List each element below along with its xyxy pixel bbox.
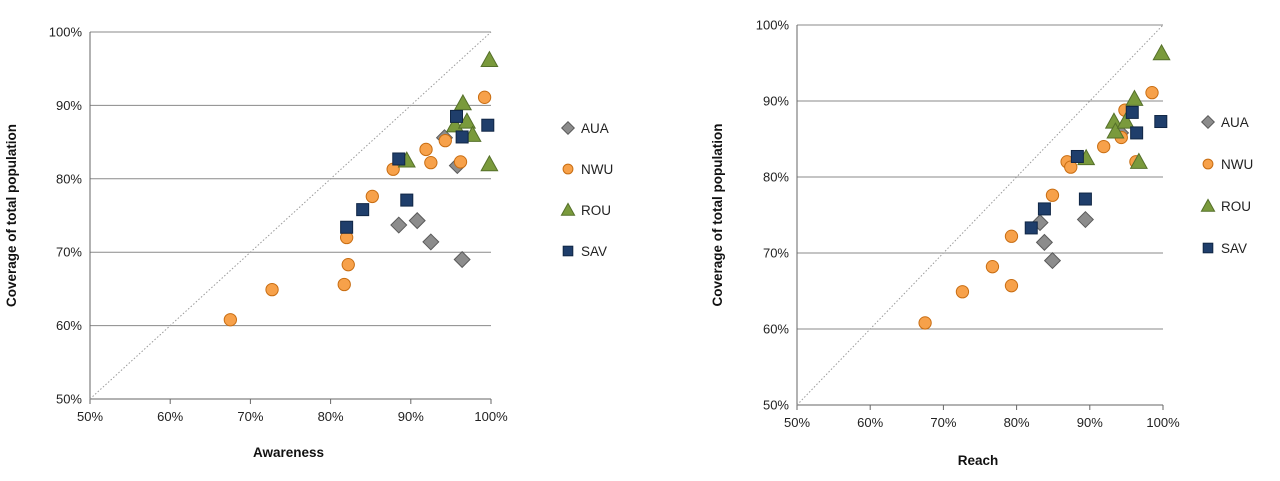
data-point-sav [1130, 126, 1144, 140]
legend-label-sav: SAV [581, 244, 607, 259]
data-point-nwu [438, 133, 452, 148]
data-point-sav [356, 203, 370, 217]
data-point-rou [1129, 152, 1148, 169]
x-tick-label: 50% [77, 409, 103, 424]
y-tick-label: 100% [49, 25, 83, 40]
legend-label-rou: ROU [1221, 199, 1251, 214]
data-point-rou [480, 154, 499, 172]
legend-marker-aua [560, 120, 576, 136]
data-point-aua [1035, 233, 1053, 251]
x-tick-label: 100% [474, 409, 508, 424]
data-point-aua [453, 250, 471, 269]
x-axis-title: Awareness [253, 445, 324, 460]
data-point-nwu [1004, 279, 1019, 293]
data-point-sav [1125, 105, 1139, 119]
data-point-sav [1070, 149, 1084, 163]
chart-2: 50% 60% 70% 80% 90% 100% 50% 60% 70% 80% 90% 100% Re… [710, 18, 1253, 469]
data-point-nwu [955, 285, 970, 299]
data-point-nwu [1064, 160, 1078, 174]
legend-marker-sav [1202, 242, 1214, 254]
data-point-sav [400, 193, 414, 207]
x-tick-label: 90% [1077, 415, 1103, 430]
data-point-nwu [1097, 139, 1111, 154]
data-point-rou [1152, 43, 1171, 61]
legend-marker-rou [1200, 198, 1216, 212]
data-point-aua [390, 216, 408, 234]
data-point-sav [340, 220, 354, 234]
data-point-nwu [337, 277, 351, 292]
diagonal-reference-line [89, 31, 492, 400]
data-point-nwu [985, 260, 1000, 274]
data-point-nwu [1045, 188, 1060, 202]
y-tick-label: 90% [763, 94, 789, 109]
x-tick-label: 80% [318, 409, 344, 424]
y-tick-label: 60% [56, 318, 82, 333]
data-point-nwu [1004, 229, 1019, 243]
y-tick-label: 70% [56, 245, 82, 260]
x-tick-label: 60% [157, 409, 183, 424]
data-point-nwu [341, 258, 355, 272]
data-point-rou [1125, 89, 1144, 106]
data-point-sav [1154, 115, 1168, 129]
data-point-nwu [365, 189, 379, 204]
x-tick-label: 90% [398, 409, 424, 424]
data-point-nwu [223, 313, 238, 327]
data-point-aua [422, 233, 440, 251]
diagonal-reference-line [796, 24, 1164, 406]
y-tick-label: 70% [763, 246, 789, 261]
y-axis-title: Coverage of total population [710, 123, 725, 306]
data-point-aua [1043, 252, 1062, 270]
legend-label-sav: SAV [1221, 241, 1247, 256]
data-point-nwu [918, 316, 932, 330]
legend-label-aua: AUA [581, 121, 609, 136]
legend-marker-nwu [1202, 158, 1214, 170]
data-point-rou [1106, 122, 1125, 139]
data-point-aua [1076, 210, 1094, 229]
data-point-sav [455, 130, 469, 144]
legend-marker-aua [1200, 114, 1216, 130]
data-point-sav [481, 118, 495, 132]
x-tick-label: 70% [237, 409, 263, 424]
data-point-nwu [424, 156, 438, 170]
x-tick-label: 60% [857, 415, 883, 430]
data-point-rou [1116, 112, 1135, 129]
data-point-aua [408, 212, 426, 230]
legend-label-nwu: NWU [1221, 157, 1253, 172]
legend-label-aua: AUA [1221, 115, 1249, 130]
data-point-nwu [265, 282, 279, 297]
data-point-nwu [1145, 85, 1159, 100]
data-point-sav [450, 109, 464, 123]
x-tick-label: 80% [1004, 415, 1030, 430]
y-tick-label: 100% [756, 18, 790, 33]
y-tick-label: 50% [56, 392, 82, 407]
y-tick-label: 90% [56, 98, 82, 113]
y-tick-label: 50% [763, 398, 789, 413]
data-point-nwu [453, 155, 468, 169]
data-point-nwu [477, 90, 492, 104]
chart-1: 50% 60% 70% 80% 90% 100% 50% 60% 70% 80% 90% 100% Aw… [4, 25, 613, 461]
data-point-sav [1078, 192, 1092, 206]
data-point-sav [1037, 202, 1051, 216]
data-point-sav [392, 152, 406, 166]
data-point-nwu [419, 142, 433, 157]
legend-marker-sav [562, 245, 574, 257]
legend-marker-rou [560, 202, 576, 216]
x-axis-title: Reach [958, 453, 999, 468]
x-tick-label: 50% [784, 415, 810, 430]
x-tick-label: 70% [930, 415, 956, 430]
legend-label-rou: ROU [581, 203, 611, 218]
y-tick-label: 60% [763, 322, 789, 337]
data-point-rou [453, 93, 473, 111]
legend-marker-nwu [562, 163, 574, 175]
y-axis-title: Coverage of total population [4, 124, 19, 307]
legend-label-nwu: NWU [581, 162, 613, 177]
data-point-rou [480, 50, 499, 67]
y-tick-label: 80% [763, 170, 789, 185]
y-tick-label: 80% [56, 171, 82, 186]
x-tick-label: 100% [1146, 415, 1180, 430]
data-point-sav [1024, 221, 1038, 235]
